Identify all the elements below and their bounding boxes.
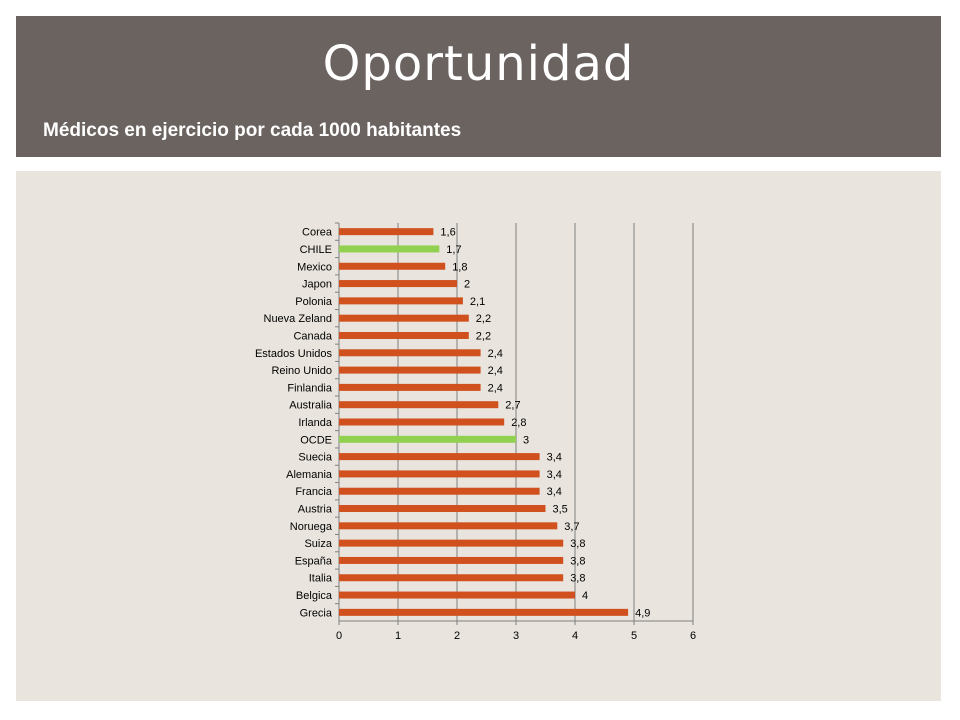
data-label: 1,6	[440, 227, 455, 239]
x-tick-label: 6	[690, 630, 696, 642]
data-label: 3,8	[570, 555, 585, 567]
bar	[339, 608, 629, 616]
bar	[339, 228, 434, 236]
category-label: Reino Unido	[271, 365, 332, 377]
bar	[339, 331, 469, 339]
bar	[339, 262, 446, 270]
category-label: Mexico	[297, 261, 332, 273]
data-label: 3,5	[553, 504, 568, 516]
data-label: 3	[523, 434, 529, 446]
bar	[339, 245, 440, 253]
data-label: 2,7	[505, 400, 520, 412]
x-tick-label: 4	[572, 630, 578, 642]
category-label: Irlanda	[298, 417, 333, 429]
category-label: Austria	[298, 504, 333, 516]
bar	[339, 470, 540, 478]
data-label: 1,8	[452, 261, 467, 273]
data-label: 2	[464, 279, 470, 291]
page-subtitle: Médicos en ejercicio por cada 1000 habit…	[43, 120, 462, 141]
category-label: Corea	[302, 227, 333, 239]
data-label: 2,1	[470, 296, 485, 308]
category-label: Belgica	[296, 590, 333, 602]
bar	[339, 435, 516, 443]
bar	[339, 366, 481, 374]
bar	[339, 539, 564, 547]
category-label: CHILE	[300, 244, 332, 256]
category-label: Estados Unidos	[255, 348, 333, 360]
bar-chart: 0 1 2 3 4 5 6 Corea 1,6 CHILE 1,7 Mexico 1,8 Japon 2 Po…	[255, 222, 696, 642]
category-label: Grecia	[300, 607, 333, 619]
x-tick-label: 0	[336, 630, 342, 642]
bar	[339, 297, 463, 305]
bar	[339, 487, 540, 495]
category-label: Japon	[302, 279, 332, 291]
category-label: Italia	[309, 573, 333, 585]
data-label: 2,4	[488, 348, 503, 360]
data-label: 2,2	[476, 330, 491, 342]
bar	[339, 591, 575, 599]
data-label: 3,8	[570, 538, 585, 550]
x-tick-label: 5	[631, 630, 637, 642]
data-label: 4,9	[635, 607, 650, 619]
bar	[339, 418, 505, 426]
header-banner: Oportunidad Médicos en ejercicio por cad…	[16, 16, 941, 157]
bar	[339, 383, 481, 391]
chart-panel: 0 1 2 3 4 5 6 Corea 1,6 CHILE 1,7 Mexico 1,8 Japon 2 Po…	[16, 171, 941, 701]
data-label: 3,4	[547, 486, 562, 498]
bar	[339, 574, 564, 582]
data-label: 3,4	[547, 469, 562, 481]
category-label: Polonia	[295, 296, 333, 308]
bar	[339, 349, 481, 357]
bar	[339, 556, 564, 564]
bar	[339, 505, 546, 513]
data-label: 3,8	[570, 573, 585, 585]
category-label: Nueva Zeland	[264, 313, 333, 325]
category-label: Finlandia	[287, 382, 333, 394]
category-label: Alemania	[286, 469, 333, 481]
bar	[339, 280, 457, 288]
x-tick-label: 3	[513, 630, 519, 642]
data-label: 3,4	[547, 452, 562, 464]
category-label: Suecia	[298, 452, 333, 464]
data-label: 1,7	[446, 244, 461, 256]
category-label: OCDE	[300, 434, 332, 446]
category-label: Australia	[289, 400, 333, 412]
category-label: Noruega	[290, 521, 333, 533]
data-label: 2,8	[511, 417, 526, 429]
category-label: Francia	[295, 486, 333, 498]
x-tick-label: 1	[395, 630, 401, 642]
data-label: 4	[582, 590, 588, 602]
data-label: 3,7	[564, 521, 579, 533]
data-label: 2,4	[488, 382, 503, 394]
category-label: Canada	[293, 330, 332, 342]
bar	[339, 401, 499, 409]
category-label: España	[295, 555, 333, 567]
x-tick-label: 2	[454, 630, 460, 642]
data-label: 2,2	[476, 313, 491, 325]
page-title: Oportunidad	[322, 36, 635, 92]
bar	[339, 522, 558, 530]
bar	[339, 314, 469, 322]
bar	[339, 453, 540, 461]
category-label: Suiza	[304, 538, 332, 550]
data-label: 2,4	[488, 365, 503, 377]
